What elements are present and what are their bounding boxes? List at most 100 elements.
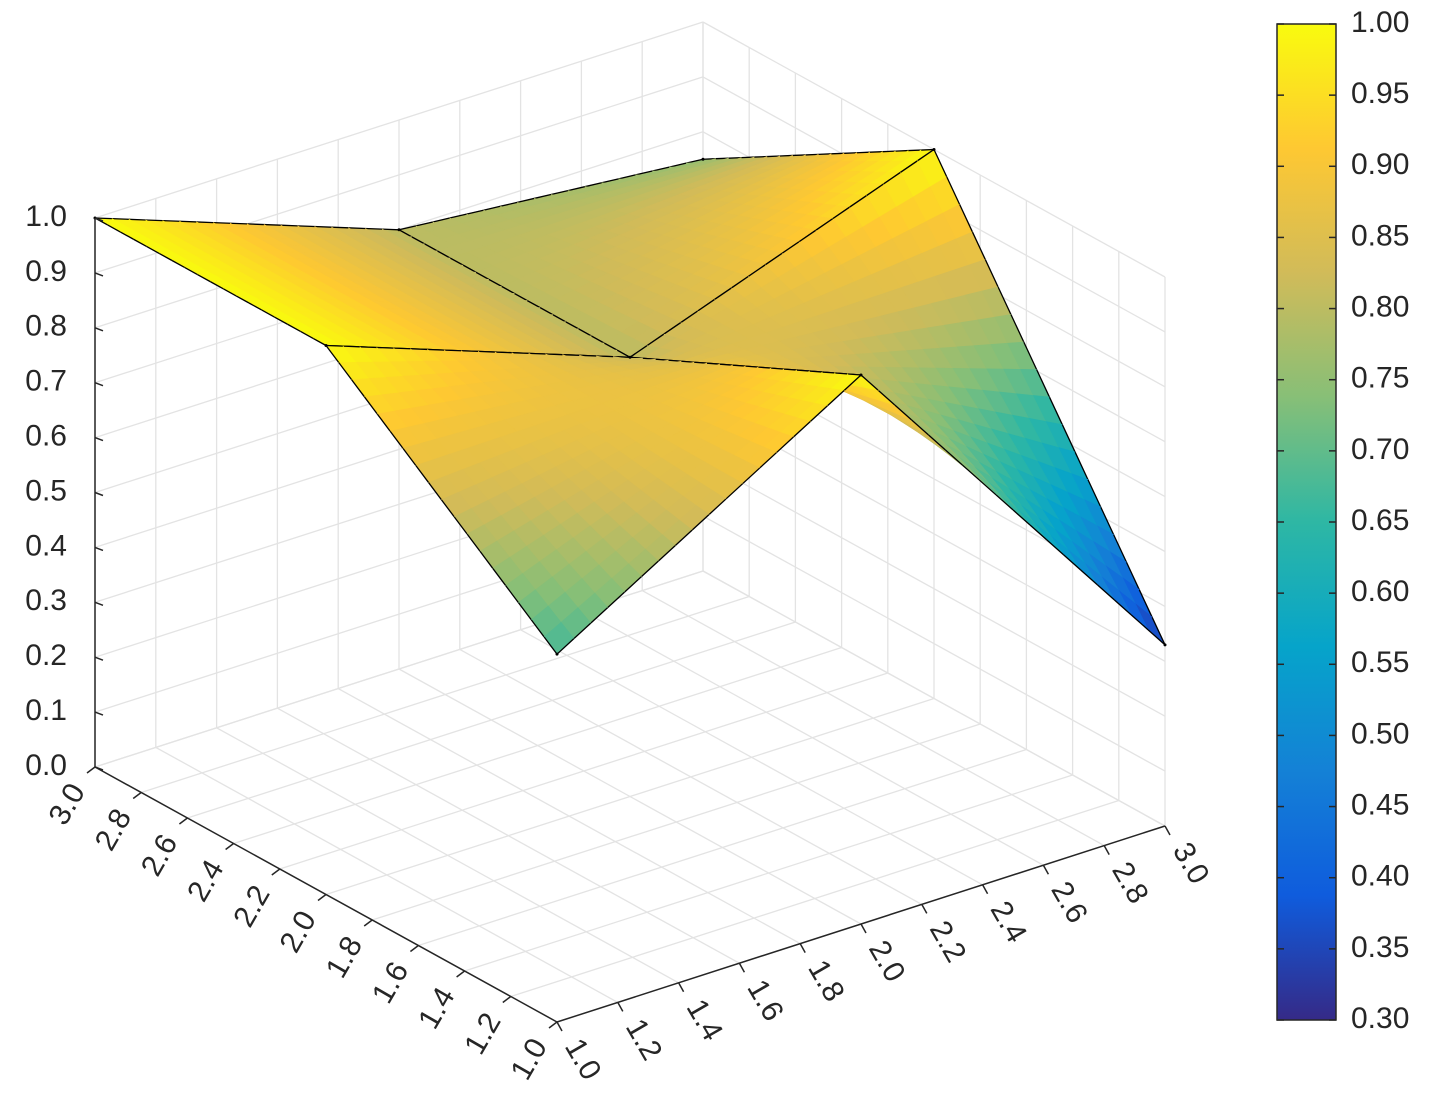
mesh-edge — [556, 638, 575, 655]
x-tick — [738, 962, 746, 973]
mesh-edge — [107, 224, 121, 233]
z-tick — [94, 327, 104, 332]
x-tick-label: 1.2 — [619, 1013, 668, 1066]
mesh-edge — [179, 220, 197, 223]
mesh-edge — [714, 287, 732, 301]
mesh-edge — [796, 369, 810, 372]
mesh-edge — [911, 419, 929, 436]
x-tick-label: 2.6 — [1044, 876, 1093, 929]
mesh-edge — [411, 236, 425, 245]
mesh-edge — [877, 389, 896, 406]
z-tick — [94, 381, 104, 387]
mesh-edge — [184, 267, 198, 276]
mesh-edge — [197, 274, 211, 283]
mesh-edge — [565, 321, 579, 330]
mesh-edge — [338, 362, 353, 381]
mesh-edge — [1087, 479, 1102, 508]
mesh-edge — [866, 183, 884, 197]
mesh-edge — [437, 250, 451, 259]
mesh-edge — [702, 158, 716, 160]
mesh-edge — [1113, 534, 1128, 563]
mesh-edge — [616, 349, 631, 358]
mesh-edge — [359, 346, 377, 349]
mesh-edge — [342, 345, 360, 348]
mesh-edge — [528, 352, 546, 355]
mesh-edge — [1063, 554, 1081, 571]
mesh-edge — [882, 172, 901, 185]
mesh-edge — [882, 150, 896, 153]
colorbar-group: 0.30 0.35 0.40 0.45 0.50 0.55 0.60 0.65 0.70 0.75… — [1276, 6, 1409, 1035]
mesh-edge — [694, 361, 708, 364]
surface-vertex — [859, 373, 863, 377]
mesh-edge — [843, 374, 862, 391]
mesh-edge — [719, 363, 733, 366]
x-tick-label: 1.8 — [801, 955, 850, 1008]
mesh-edge — [427, 348, 445, 351]
mesh-edge — [1113, 599, 1132, 616]
colorbar-tick-label: 0.65 — [1351, 504, 1409, 537]
mesh-edge — [450, 257, 464, 266]
y-tick — [178, 817, 188, 825]
mesh-edge — [869, 151, 883, 153]
grid-line — [702, 515, 1166, 772]
mesh-edge — [894, 404, 913, 421]
mesh-edge — [604, 342, 618, 351]
mesh-edge — [809, 405, 828, 423]
mesh-edge — [1010, 314, 1025, 343]
mesh-edge — [728, 156, 742, 159]
mesh-edge — [1036, 369, 1051, 398]
mesh-edge — [984, 259, 999, 288]
mesh-edge — [607, 591, 625, 609]
x-tick — [1103, 845, 1110, 855]
mesh-edge — [376, 346, 394, 349]
mesh-edge — [210, 281, 224, 290]
mesh-edge — [742, 467, 761, 485]
mesh-edge — [517, 602, 532, 621]
mesh-edge — [706, 362, 720, 365]
mesh-edge — [382, 228, 400, 231]
mesh-edge — [715, 157, 729, 160]
x-tick-label: 2.0 — [862, 935, 911, 988]
z-tick — [94, 711, 104, 716]
y-tick — [271, 868, 281, 876]
mesh-edge — [552, 314, 567, 323]
z-tick — [94, 436, 104, 442]
colorbar-tick-label: 0.30 — [1351, 1002, 1409, 1035]
mesh-edge — [798, 229, 817, 243]
mesh-edge — [946, 176, 961, 205]
y-tick — [502, 995, 512, 1004]
mesh-edge — [428, 482, 443, 501]
x-tick-label: 1.0 — [558, 1033, 607, 1086]
mesh-edge — [895, 149, 909, 152]
x-tick — [921, 904, 928, 914]
z-tick — [94, 601, 104, 607]
mesh-edge — [213, 221, 231, 224]
mesh-edge — [899, 160, 918, 174]
mesh-edge — [492, 568, 507, 586]
mesh-edge — [928, 434, 946, 451]
mesh-edge — [410, 348, 428, 351]
z-tick-label: 0.4 — [25, 529, 67, 562]
mesh-edge — [539, 307, 554, 316]
mesh-edge — [449, 213, 467, 219]
x-axis-line — [556, 825, 1166, 1023]
y-tick-label: 2.4 — [181, 854, 230, 907]
mesh-edge — [779, 154, 793, 157]
y-tick-label: 3.0 — [42, 778, 91, 831]
colorbar-tick-label: 0.90 — [1351, 148, 1409, 181]
grid-line — [464, 774, 1073, 972]
mesh-edge — [573, 622, 592, 640]
mesh-edge — [111, 218, 129, 220]
x-tick — [617, 1002, 624, 1012]
mesh-edge — [494, 351, 512, 354]
mesh-edge — [432, 217, 450, 223]
mesh-edge — [1080, 569, 1098, 586]
y-tick-label: 1.6 — [366, 956, 415, 1009]
mesh-edge — [635, 170, 653, 176]
z-tick-label: 0.8 — [25, 310, 67, 343]
z-tick-label: 0.6 — [25, 420, 67, 453]
mesh-edge — [297, 225, 315, 228]
colorbar — [1276, 23, 1337, 1021]
mesh-edge — [856, 151, 870, 154]
